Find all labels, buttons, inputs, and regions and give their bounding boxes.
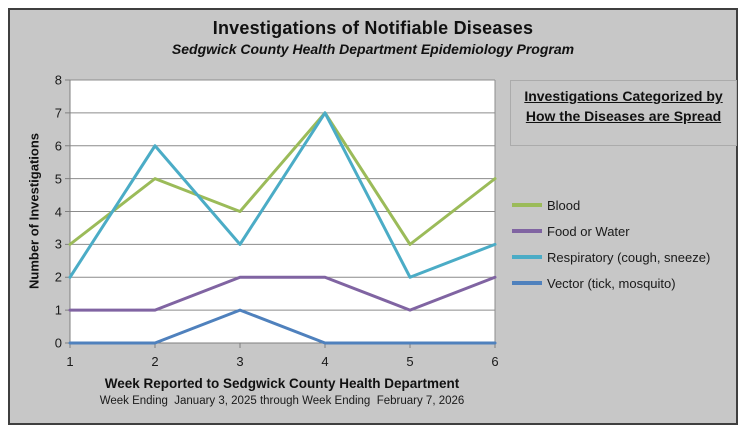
x-axis-subtitle: Week Ending January 3, 2025 through Week… [99, 395, 465, 407]
series-line-respiratory-cough-sneeze [68, 111, 497, 279]
y-tick-label: 7 [54, 105, 62, 121]
legend-swatch [512, 281, 542, 285]
series-line-blood [68, 111, 497, 246]
plot-svg [65, 79, 497, 348]
y-tick-label: 1 [54, 302, 62, 318]
legend-item: Food or Water [512, 218, 738, 244]
y-tick-label: 2 [54, 269, 62, 285]
y-tick-label: 3 [54, 236, 62, 252]
chart-frame: Investigations of Notifiable Diseases Se… [8, 8, 738, 425]
y-tick-label: 5 [54, 171, 62, 187]
series-line-food-or-water [68, 275, 497, 312]
legend-swatch [512, 255, 542, 259]
legend-item: Respiratory (cough, sneeze) [512, 244, 738, 270]
x-tick-label: 4 [321, 354, 329, 369]
legend-swatch [512, 229, 542, 233]
legend-item-label: Vector (tick, mosquito) [547, 275, 676, 291]
y-tick-label: 0 [54, 335, 62, 351]
x-tick-label: 3 [236, 354, 244, 369]
legend: Blood Food or Water Respiratory (cough, sn… [512, 192, 738, 296]
chart-title: Investigations of Notifiable Diseases [212, 18, 534, 38]
legend-item: Vector (tick, mosquito) [512, 270, 738, 296]
legend-item-label: Food or Water [547, 223, 630, 239]
x-tick-label: 5 [406, 354, 414, 369]
x-tick-label: 6 [491, 354, 499, 369]
x-tick-label: 2 [151, 354, 159, 369]
legend-box-title: Investigations Categorized by How the Di… [524, 88, 723, 124]
series-line-vector-tick-mosquito [68, 308, 497, 345]
legend-item: Blood [512, 192, 738, 218]
y-tick-label: 6 [54, 138, 62, 154]
x-tick-label: 1 [66, 354, 74, 369]
legend-box: Investigations Categorized by How the Di… [510, 80, 737, 146]
x-axis-title: Week Reported to Sedgwick County Health … [104, 376, 460, 391]
y-tick-label: 4 [54, 204, 62, 219]
legend-item-label: Blood [547, 197, 581, 213]
y-tick-label: 8 [54, 72, 62, 88]
chart-subtitle: Sedgwick County Health Department Epidem… [171, 41, 575, 57]
legend-swatch [512, 203, 542, 207]
legend-item-label: Respiratory (cough, sneeze) [547, 249, 711, 265]
